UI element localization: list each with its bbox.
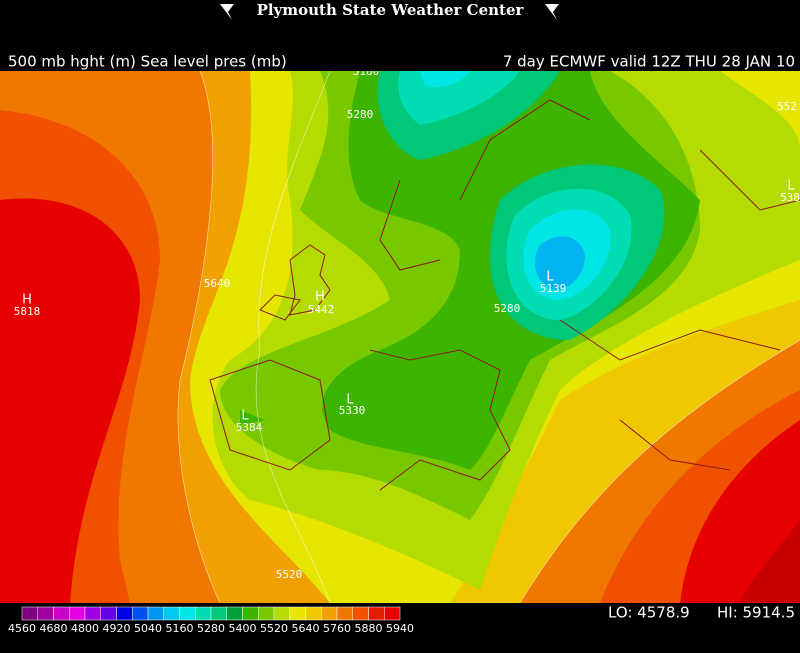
contour-label: 5818 [14, 305, 41, 318]
contour [255, 71, 331, 603]
colorbar-swatch [289, 606, 306, 621]
colorbar-swatch [384, 606, 401, 621]
field-band [0, 198, 140, 603]
contour-label: 5139 [540, 282, 567, 295]
colorbar-swatch [84, 606, 101, 621]
colorbar-label: 5400 [229, 622, 257, 635]
colorbar-label: 5760 [323, 622, 351, 635]
colorbar-label: 5520 [260, 622, 288, 635]
title-icon [220, 4, 234, 20]
colorbar-swatch [132, 606, 149, 621]
colorbar-label: 5040 [134, 622, 162, 635]
colorbar-swatch [258, 606, 275, 621]
colorbar-label: 4680 [40, 622, 68, 635]
pressure-center: L [346, 393, 354, 408]
colorbar-swatch [69, 606, 86, 621]
colorbar-swatch [53, 606, 70, 621]
colorbar-label: 5640 [292, 622, 320, 635]
header: Plymouth State Weather Center 500 mb hgh… [8, 1, 795, 71]
colorbar-swatch [37, 606, 54, 621]
contour-label: 5520 [276, 568, 303, 581]
colorbar-swatch [352, 606, 369, 621]
contour-label: 5180 [353, 65, 380, 78]
colorbar-swatch [273, 606, 290, 621]
map: 5180 5280 552 538 5640 5818 5442 5139 52… [0, 65, 800, 603]
contour-label: 5280 [347, 108, 374, 121]
contour-label: 538 [780, 191, 800, 204]
field-band [535, 236, 585, 290]
pressure-center: H [22, 293, 32, 308]
colorbar-swatch [21, 606, 38, 621]
colorbar-swatch [336, 606, 353, 621]
colorbar-swatch [210, 606, 227, 621]
colorbar: 4560 4680 4800 4920 5040 5160 5280 5400 5520 5640… [8, 606, 414, 635]
colorbar-label: 5880 [355, 622, 383, 635]
high-value: HI: 5914.5 [717, 604, 795, 622]
title: Plymouth State Weather Center [257, 1, 525, 19]
colorbar-swatch [368, 606, 385, 621]
pressure-center: L [546, 270, 554, 285]
contour-label: 5280 [494, 302, 521, 315]
colorbar-label: 5160 [166, 622, 194, 635]
title-icon [545, 4, 559, 20]
contour-label: 552 [777, 100, 797, 113]
colorbar-swatch [147, 606, 164, 621]
border [209, 99, 800, 491]
colorbar-swatch [100, 606, 117, 621]
contour-label: 5330 [339, 404, 366, 417]
colorbar-swatch [116, 606, 133, 621]
colorbar-label: 5280 [197, 622, 225, 635]
field-band [740, 520, 800, 603]
valid-time: 7 day ECMWF valid 12Z THU 28 JAN 10 [503, 53, 795, 71]
colorbar-label: 4560 [8, 622, 36, 635]
colorbar-swatch [163, 606, 180, 621]
contour-label: 5384 [236, 421, 263, 434]
field-band [680, 420, 800, 603]
pressure-center: L [787, 179, 795, 194]
colorbar-swatch [305, 606, 322, 621]
pressure-center: L [241, 409, 249, 424]
contour [519, 339, 800, 603]
pressure-center: H [315, 290, 325, 305]
product-label: 500 mb hght (m) Sea level pres (mb) [8, 53, 287, 71]
contour-label: 5442 [308, 303, 335, 316]
contour [177, 71, 221, 603]
colorbar-swatch [195, 606, 212, 621]
colorbar-label: 4800 [71, 622, 99, 635]
low-value: LO: 4578.9 [608, 604, 690, 622]
field-band [420, 71, 470, 87]
colorbar-swatch [242, 606, 259, 621]
colorbar-label: 5940 [386, 622, 414, 635]
contour-label: 5640 [204, 277, 231, 290]
colorbar-label: 4920 [103, 622, 131, 635]
colorbar-swatch [321, 606, 338, 621]
colorbar-swatch [179, 606, 196, 621]
colorbar-swatch [226, 606, 243, 621]
